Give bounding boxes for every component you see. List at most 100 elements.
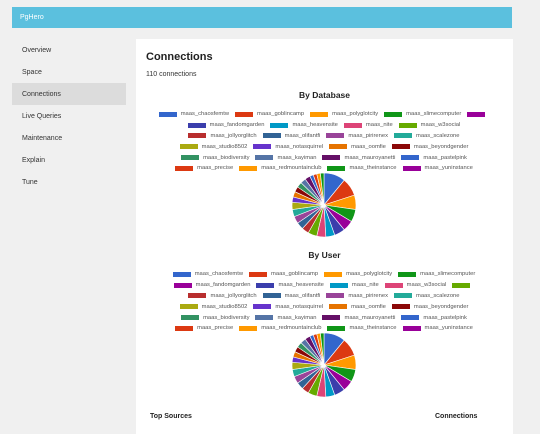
legend-item[interactable]: maas_redmountainclub bbox=[239, 325, 321, 331]
legend-item[interactable]: maas_w3social bbox=[384, 282, 446, 288]
legend-label: maas_biodiversity bbox=[203, 154, 250, 161]
sidebar-item-tune[interactable]: Tune bbox=[12, 171, 126, 193]
legend-label: maas_precise bbox=[197, 325, 234, 332]
legend-swatch bbox=[179, 304, 198, 310]
legend-item[interactable]: maas_scalezone bbox=[393, 132, 460, 139]
legend-item[interactable]: maas_jollyorglitch bbox=[188, 293, 257, 299]
legend-swatch bbox=[393, 133, 412, 139]
legend-swatch bbox=[255, 315, 274, 321]
sidebar-item-overview[interactable]: Overview bbox=[12, 39, 126, 61]
legend-item[interactable]: maas_theinstance bbox=[327, 165, 397, 171]
app-title[interactable]: PgHero bbox=[20, 14, 44, 21]
legend-item[interactable]: maas_beyondgender bbox=[391, 303, 469, 310]
legend-item[interactable]: maas_pirirenex bbox=[326, 293, 388, 299]
legend-item[interactable]: maas_oomfie bbox=[329, 144, 386, 150]
legend-item[interactable]: maas_biodiversity bbox=[181, 315, 249, 321]
legend-item[interactable]: maas_polyglotcity bbox=[324, 271, 392, 277]
pie-slice[interactable] bbox=[320, 332, 325, 366]
legend-item[interactable]: maas_beyondgender bbox=[391, 144, 468, 150]
legend-label: maas_yuninstance bbox=[424, 165, 473, 172]
legend-item[interactable]: maas_kayiman bbox=[255, 155, 316, 161]
legend-swatch bbox=[326, 293, 345, 299]
legend-item[interactable]: maas_pirirenex bbox=[326, 133, 388, 139]
legend-item[interactable]: maas_slimecomputer bbox=[384, 111, 461, 117]
legend-row: maas_biodiversity maas_kayiman maas_mauroy… bbox=[152, 312, 502, 323]
legend-item[interactable]: maas_fandomgarden bbox=[173, 282, 250, 288]
pie-chart-by-database[interactable] bbox=[291, 172, 357, 238]
legend-label: maas_nite bbox=[351, 282, 379, 289]
pie-chart-by-user[interactable] bbox=[291, 332, 357, 398]
pie-slice[interactable] bbox=[320, 172, 325, 206]
legend-item[interactable]: maas_heavensite bbox=[256, 282, 324, 288]
legend-item[interactable]: maas_biodiversity bbox=[181, 155, 249, 161]
sidebar-item-live-queries[interactable]: Live Queries bbox=[12, 105, 126, 127]
legend-swatch bbox=[235, 111, 254, 117]
legend-item[interactable]: maas_chaosfemtw bbox=[158, 111, 230, 118]
legend-item[interactable]: maas_goblincamp bbox=[249, 271, 318, 277]
legend-item[interactable]: maas_theinstance bbox=[327, 325, 397, 331]
legend-item[interactable]: maas_notasquirrel bbox=[253, 144, 323, 150]
legend-label: maas_slimecomputer bbox=[420, 271, 476, 278]
legend-item[interactable]: maas_oomfie bbox=[329, 304, 386, 310]
sidebar-item-label: Live Queries bbox=[22, 112, 62, 120]
legend-item[interactable]: maas_precise bbox=[175, 325, 233, 331]
legend-item[interactable]: maas_nite bbox=[343, 122, 393, 128]
sidebar-item-label: Space bbox=[22, 68, 42, 76]
legend-item[interactable]: maas_kayiman bbox=[255, 315, 316, 321]
chart-title-by-database: By Database bbox=[298, 90, 351, 100]
legend-label: maas_w3social bbox=[420, 122, 461, 129]
legend-swatch bbox=[327, 325, 346, 331]
legend-item[interactable] bbox=[467, 111, 489, 117]
legend-item[interactable]: maas_slimecomputer bbox=[398, 271, 475, 277]
sidebar-item-maintenance[interactable]: Maintenance bbox=[12, 127, 126, 149]
legend-label: maas_notasquirrel bbox=[275, 303, 324, 310]
legend-item[interactable]: maas_yuninstance bbox=[402, 165, 473, 172]
top-navbar: PgHero bbox=[12, 7, 512, 28]
legend-item[interactable]: maas_pastelpink bbox=[401, 315, 467, 321]
legend-label: maas_chaosfemtw bbox=[194, 271, 244, 278]
sidebar-item-explain[interactable]: Explain bbox=[12, 149, 126, 171]
sidebar-item-connections[interactable]: Connections bbox=[12, 83, 126, 105]
legend-label: maas_redmountainclub bbox=[261, 165, 322, 172]
legend-item[interactable]: maas_redmountainclub bbox=[239, 165, 321, 171]
legend-swatch bbox=[187, 122, 206, 128]
legend-row: maas_jollyorglitch maas_olifantfi maas_pir… bbox=[152, 131, 502, 142]
legend-swatch bbox=[179, 144, 198, 150]
legend-item[interactable]: maas_goblincamp bbox=[235, 111, 304, 117]
legend-item[interactable]: maas_studio8502 bbox=[179, 304, 247, 310]
legend-item[interactable]: maas_notasquirrel bbox=[253, 304, 323, 310]
legend-item[interactable]: maas_chaosfemtw bbox=[172, 271, 244, 278]
legend-swatch bbox=[310, 111, 329, 117]
legend-item[interactable]: maas_w3social bbox=[398, 122, 461, 129]
legend-item[interactable]: maas_scalezone bbox=[393, 293, 460, 299]
legend-item[interactable]: maas_mauroyanetti bbox=[322, 315, 395, 321]
legend-label: maas_mauroyanetti bbox=[344, 154, 396, 161]
legend-label: maas_scalezone bbox=[415, 132, 460, 139]
chart-legend-by-user: maas_chaosfemtw maas_goblincamp maas_polyg… bbox=[152, 269, 502, 334]
legend-item[interactable]: maas_nite bbox=[329, 282, 379, 289]
legend-item[interactable]: maas_jollyorglitch bbox=[188, 133, 257, 139]
legend-item[interactable]: maas_heavensite bbox=[270, 122, 338, 128]
sidebar-item-space[interactable]: Space bbox=[12, 61, 126, 83]
legend-label: maas_polyglotcity bbox=[346, 271, 393, 278]
legend-swatch bbox=[329, 282, 348, 288]
legend-item[interactable]: maas_studio8502 bbox=[179, 144, 247, 150]
legend-item[interactable]: maas_mauroyanetti bbox=[322, 155, 395, 161]
legend-item[interactable]: maas_fandomgarden bbox=[187, 122, 264, 128]
sidebar-item-label: Connections bbox=[22, 90, 61, 98]
legend-label: maas_beyondgender bbox=[413, 303, 469, 310]
legend-item[interactable] bbox=[452, 282, 474, 288]
legend-row: maas_studio8502 maas_notasquirrel maas_oom… bbox=[152, 301, 502, 312]
legend-item[interactable]: maas_polyglotcity bbox=[310, 111, 378, 117]
legend-swatch bbox=[173, 282, 192, 288]
legend-item[interactable]: maas_olifantfi bbox=[262, 133, 320, 139]
legend-item[interactable]: maas_precise bbox=[175, 165, 233, 171]
legend-item[interactable]: maas_pastelpink bbox=[401, 155, 467, 161]
legend-swatch bbox=[239, 165, 258, 171]
legend-item[interactable]: maas_yuninstance bbox=[402, 325, 473, 331]
legend-item[interactable]: maas_olifantfi bbox=[262, 293, 320, 299]
legend-row: maas_fandomgarden maas_heavensite maas_nit… bbox=[152, 280, 502, 291]
legend-label: maas_chaosfemtw bbox=[180, 111, 230, 118]
legend-row: maas_precise maas_redmountainclub maas_the… bbox=[152, 323, 502, 334]
legend-label: maas_mauroyanetti bbox=[344, 314, 396, 321]
